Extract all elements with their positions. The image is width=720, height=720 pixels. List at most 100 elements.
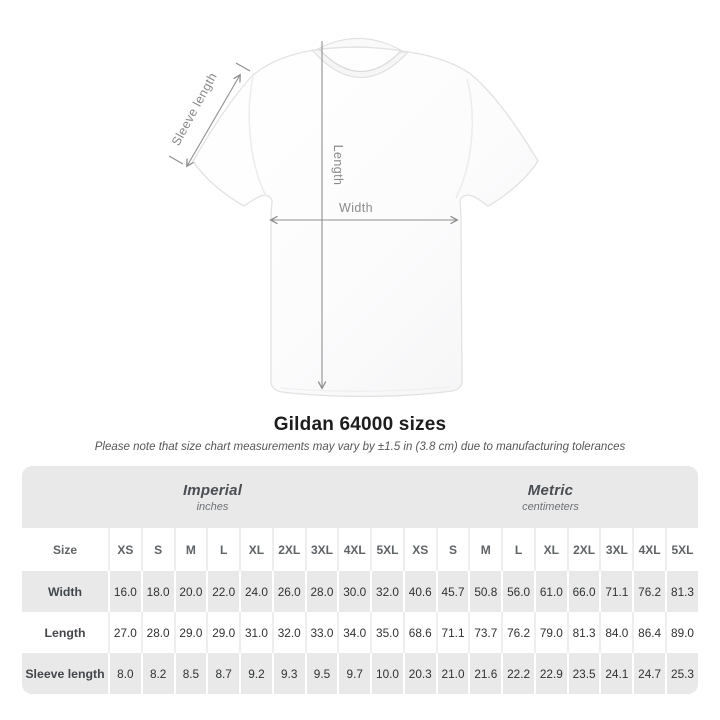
measurement-value: 34.0 [337,612,371,653]
measurement-value: 24.0 [239,571,272,612]
size-column-header: 4XL [632,528,666,571]
measurement-value: 8.2 [140,653,174,694]
size-column-header: 3XL [599,528,633,571]
size-column-header: XS [108,528,141,571]
size-chart: Imperial inches Metric centimeters Size X… [22,466,698,694]
measurement-value: 20.0 [173,571,207,612]
measurement-label: Length [22,612,108,653]
measurement-value: 18.0 [140,571,174,612]
metric-unit-group: Metric centimeters [403,466,698,528]
measurement-value: 35.0 [370,612,403,653]
measurement-value: 30.0 [337,571,371,612]
sleeve-measure-tick-bottom [168,155,184,165]
size-header-row: Size XS S M L XL 2XL 3XL 4XL 5XL XS S M L XL 2XL 3XL 4XL 5… [22,528,698,571]
imperial-sublabel: inches [196,500,229,513]
size-column-header: M [173,528,207,571]
size-column-header: S [140,528,174,571]
size-column-header: XS [402,528,436,571]
measurement-value: 22.0 [206,571,240,612]
measurement-value: 50.8 [468,571,502,612]
measurement-value: 26.0 [271,571,305,612]
imperial-label: Imperial [182,481,243,499]
size-column-header: XL [239,528,272,571]
measurement-value: 8.7 [206,653,240,694]
measurement-value: 23.5 [566,653,600,694]
size-column-header: 5XL [665,528,698,571]
measurement-value: 10.0 [370,653,403,694]
size-corner-header: Size [22,528,108,571]
measurement-value: 68.6 [402,612,436,653]
measurement-value: 31.0 [239,612,272,653]
sleeve-length-measure-line [186,73,241,168]
size-column-header: 2XL [271,528,305,571]
measurement-value: 81.3 [566,612,600,653]
measurement-value: 61.0 [533,571,567,612]
measurement-value: 8.5 [173,653,207,694]
measurement-value: 29.0 [173,612,207,653]
measurement-value: 24.7 [632,653,666,694]
size-column-header: XL [533,528,567,571]
measurement-value: 16.0 [108,571,141,612]
metric-sublabel: centimeters [522,500,579,513]
measurement-value: 27.0 [108,612,141,653]
sleeve-measure-tick-top [235,62,251,72]
size-table: Size XS S M L XL 2XL 3XL 4XL 5XL XS S M L XL 2XL 3XL 4XL 5… [22,528,698,694]
measurement-value: 33.0 [304,612,338,653]
size-column-header: 5XL [370,528,403,571]
measurement-value: 66.0 [566,571,600,612]
measurement-row: Sleeve length 8.0 8.2 8.5 8.7 9.2 9.3 9.5 9.7 10.… [22,653,698,694]
metric-label: Metric [527,481,574,499]
size-column-header: S [435,528,469,571]
size-column-header: M [468,528,502,571]
measurement-value: 40.6 [402,571,436,612]
measurement-value: 21.6 [468,653,502,694]
measurement-value: 76.2 [632,571,666,612]
measurement-value: 71.1 [599,571,633,612]
tshirt-measurement-diagram: Sleeve length Length Width [168,37,539,398]
tolerance-note: Please note that size chart measurements… [94,441,626,453]
measurement-value: 9.5 [304,653,338,694]
size-column-header: 3XL [304,528,338,571]
caption-block: Gildan 64000 sizes Please note that size… [0,414,720,453]
size-column-header: L [206,528,240,571]
tshirt-graphic [192,37,539,398]
page-title: Gildan 64000 sizes [273,414,447,435]
length-label: Length [331,145,345,186]
measurement-value: 22.9 [533,653,567,694]
measurement-value: 71.1 [435,612,469,653]
measurement-value: 81.3 [665,571,698,612]
measurement-value: 9.2 [239,653,272,694]
measurement-row: Width 16.0 18.0 20.0 22.0 24.0 26.0 28.0 30.0 32.… [22,571,698,612]
measurement-value: 89.0 [665,612,698,653]
measurement-value: 24.1 [599,653,633,694]
measurement-value: 45.7 [435,571,469,612]
measurement-value: 9.7 [337,653,371,694]
measurement-value: 86.4 [632,612,666,653]
measurement-value: 32.0 [370,571,403,612]
size-column-header: 2XL [566,528,600,571]
measurement-value: 22.2 [501,653,534,694]
measurement-label: Width [22,571,108,612]
width-label: Width [339,201,373,215]
measurement-label: Sleeve length [22,653,108,694]
measurement-value: 20.3 [402,653,436,694]
measurement-value: 28.0 [140,612,174,653]
imperial-unit-group: Imperial inches [22,466,403,528]
measurement-value: 28.0 [304,571,338,612]
measurement-value: 21.0 [435,653,469,694]
unit-header-band: Imperial inches Metric centimeters [22,466,698,528]
measurement-value: 73.7 [468,612,502,653]
measurement-value: 84.0 [599,612,633,653]
measurement-value: 32.0 [271,612,305,653]
size-column-header: 4XL [337,528,371,571]
size-column-header: L [501,528,534,571]
measurement-value: 79.0 [533,612,567,653]
measurement-value: 29.0 [206,612,240,653]
measurement-value: 56.0 [501,571,534,612]
measurement-value: 25.3 [665,653,698,694]
measurement-value: 8.0 [108,653,141,694]
measurement-row: Length 27.0 28.0 29.0 29.0 31.0 32.0 33.0 34.0 35… [22,612,698,653]
measurement-value: 76.2 [501,612,534,653]
measurement-value: 9.3 [271,653,305,694]
